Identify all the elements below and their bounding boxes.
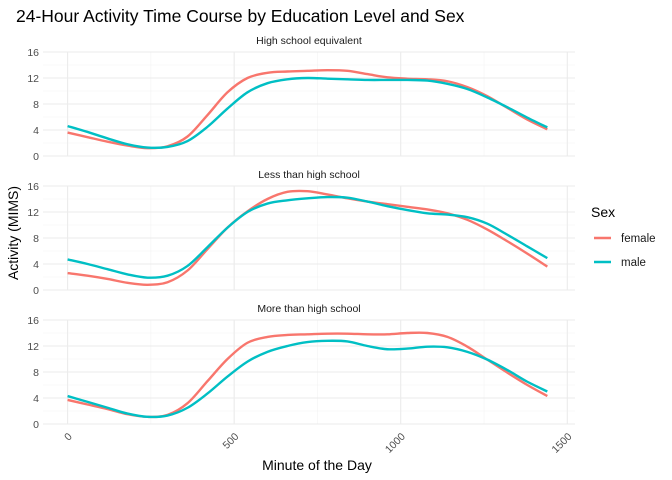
x-tick-label: 0	[62, 431, 75, 444]
chart-title: 24-Hour Activity Time Course by Educatio…	[16, 6, 465, 26]
facet-strip-label: More than high school	[257, 303, 360, 315]
facet-panel: Less than high school 0 4 8 12 16	[27, 169, 575, 297]
series-line-female	[67, 69, 548, 150]
series-line-male	[67, 76, 548, 150]
y-axis-title: Activity (MIMS)	[5, 186, 21, 280]
y-tick-label: 0	[33, 419, 39, 431]
series-line-female	[67, 331, 548, 419]
facet-panel: High school equivalent 0 4 8 12 16	[27, 35, 575, 163]
y-tick-label: 16	[27, 47, 39, 59]
y-tick-label: 0	[33, 285, 39, 297]
y-tick-label: 16	[27, 315, 39, 327]
legend: Sex female male	[591, 204, 656, 269]
legend-label: female	[621, 233, 656, 245]
y-tick-label: 4	[33, 259, 39, 271]
y-tick-label: 4	[33, 393, 39, 405]
y-tick-label: 8	[33, 99, 39, 111]
x-axis-title: Minute of the Day	[262, 457, 372, 473]
legend-item-male: male	[594, 257, 646, 269]
x-tick-label: 500	[220, 431, 241, 452]
series-line-male	[67, 339, 548, 419]
facet-strip-label: High school equivalent	[256, 35, 362, 47]
y-tick-label: 8	[33, 233, 39, 245]
facet-panel: More than high school 0 4 8 12 16	[27, 303, 575, 431]
legend-title: Sex	[591, 204, 615, 220]
y-tick-label: 4	[33, 125, 39, 137]
y-tick-label: 8	[33, 367, 39, 379]
x-tick-label: 1500	[550, 431, 575, 456]
legend-item-female: female	[594, 233, 656, 245]
legend-label: male	[621, 257, 646, 269]
y-tick-label: 0	[33, 151, 39, 163]
y-tick-label: 16	[27, 181, 39, 193]
facet-strip-label: Less than high school	[258, 169, 360, 181]
series-line-female	[67, 189, 548, 287]
y-tick-label: 12	[27, 207, 39, 219]
y-tick-label: 12	[27, 341, 39, 353]
series-line-male	[67, 195, 548, 279]
x-tick-label: 1000	[383, 431, 408, 456]
y-tick-label: 12	[27, 73, 39, 85]
